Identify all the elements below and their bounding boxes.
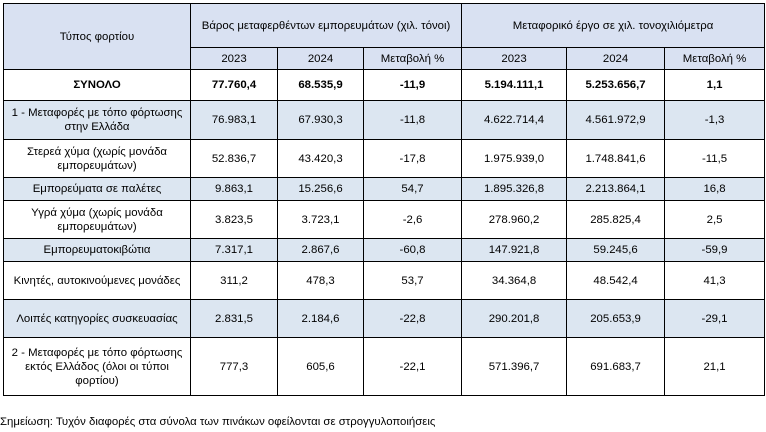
cell: 15.256,6 — [277, 177, 364, 201]
cell: -2,6 — [362, 200, 463, 239]
cell: 2.213.864,1 — [566, 177, 666, 201]
cell: 5.253.656,7 — [566, 69, 666, 101]
sub-header: 2024 — [566, 47, 666, 70]
header-row-1: Τύπος φορτίου Βάρος μεταφερθέντων εμπορε… — [3, 3, 766, 70]
cell: 7.317,1 — [190, 238, 278, 262]
cell: 777,3 — [190, 337, 278, 396]
cell: 605,6 — [277, 337, 364, 396]
freight-table: Τύπος φορτίου Βάρος μεταφερθέντων εμπορε… — [3, 3, 766, 396]
cell: 147.921,8 — [461, 238, 568, 262]
cell: 16,8 — [664, 177, 766, 201]
cell: 1.975.939,0 — [461, 139, 568, 178]
cell: 54,7 — [362, 177, 463, 201]
table-row: Εμπορεύματα σε παλέτες 9.863,1 15.256,6 … — [3, 177, 766, 201]
table-row: 1 - Μεταφορές με τόπο φόρτωσης στην Ελλά… — [3, 100, 766, 140]
row-label: ΣΥΝΟΛΟ — [3, 69, 191, 101]
row-label: 2 - Μεταφορές με τόπο φόρτωσης εκτός Ελλ… — [3, 337, 191, 396]
cell: 571.396,7 — [461, 337, 568, 396]
cell: 1,1 — [664, 69, 766, 101]
cell: 2.184,6 — [277, 299, 364, 338]
cell: 4.622.714,4 — [461, 100, 568, 140]
cell: 5.194.111,1 — [461, 69, 568, 101]
row-label: Στερεά χύμα (χωρίς μονάδα εμπορευμάτων) — [3, 139, 191, 178]
cell: 2,5 — [664, 200, 766, 239]
row-label: Υγρά χύμα (χωρίς μονάδα εμπορευμάτων) — [3, 200, 191, 239]
cell: 2.867,6 — [277, 238, 364, 262]
cell: 43.420,3 — [277, 139, 364, 178]
cell: -17,8 — [362, 139, 463, 178]
cell: 68.535,9 — [277, 69, 364, 101]
cell: 2.831,5 — [190, 299, 278, 338]
cell: -11,8 — [362, 100, 463, 140]
table-row: Εμπορευματοκιβώτια 7.317,1 2.867,6 -60,8… — [3, 238, 766, 262]
cell: 53,7 — [362, 261, 463, 300]
row-label: Εμπορεύματα σε παλέτες — [3, 177, 191, 201]
cell: 691.683,7 — [566, 337, 666, 396]
cell: 21,1 — [664, 337, 766, 396]
sub-header: 2023 — [190, 47, 278, 70]
cell: 76.983,1 — [190, 100, 278, 140]
footnote: Σημείωση: Τυχόν διαφορές στα σύνολα των … — [0, 416, 436, 428]
cell: 34.364,8 — [461, 261, 568, 300]
cell: 9.863,1 — [190, 177, 278, 201]
cell: 41,3 — [664, 261, 766, 300]
cell: 67.930,3 — [277, 100, 364, 140]
header-row-2: 2023 2024 Μεταβολή % 2023 2024 Μεταβολή … — [4, 47, 766, 70]
cell: -1,3 — [664, 100, 766, 140]
cell: 77.760,4 — [190, 69, 278, 101]
cell: 1.748.841,6 — [566, 139, 666, 178]
cell: 278.960,2 — [461, 200, 568, 239]
sub-header: 2023 — [461, 47, 568, 70]
sub-header: Μεταβολή % — [664, 47, 766, 70]
cell: -60,8 — [362, 238, 463, 262]
row-label: 1 - Μεταφορές με τόπο φόρτωσης στην Ελλά… — [3, 100, 191, 140]
work-group-header: Μεταφορικό έργο σε χιλ. τονοχιλιόμετρα — [461, 3, 766, 48]
cell: 3.823,5 — [190, 200, 278, 239]
table-row-total: ΣΥΝΟΛΟ 77.760,4 68.535,9 -11,9 5.194.111… — [3, 69, 766, 101]
cell: 52.836,7 — [190, 139, 278, 178]
cell: 311,2 — [190, 261, 278, 300]
cell: -29,1 — [664, 299, 766, 338]
row-label: Εμπορευματοκιβώτια — [3, 238, 191, 262]
row-label: Λοιπές κατηγορίες συσκευασίας — [3, 299, 191, 338]
cell: 48.542,4 — [566, 261, 666, 300]
weight-group-header: Βάρος μεταφερθέντων εμπορευμάτων (χιλ. τ… — [189, 3, 463, 48]
cell: 4.561.972,9 — [566, 100, 666, 140]
cell: -22,8 — [362, 299, 463, 338]
col-type-header: Τύπος φορτίου — [3, 3, 191, 70]
cell: 290.201,8 — [461, 299, 568, 338]
sub-header: Μεταβολή % — [362, 47, 463, 70]
cell: -59,9 — [664, 238, 766, 262]
table-row: Κινητές, αυτοκινούμενες μονάδες 311,2 47… — [3, 261, 766, 300]
cell: 285.825,4 — [566, 200, 666, 239]
cell: 1.895.326,8 — [461, 177, 568, 201]
cell: 3.723,1 — [277, 200, 364, 239]
table-row: Υγρά χύμα (χωρίς μονάδα εμπορευμάτων) 3.… — [3, 200, 766, 239]
cell: -22,1 — [362, 337, 463, 396]
sub-header: 2024 — [277, 47, 364, 70]
cell: 205.653,9 — [566, 299, 666, 338]
table-row: Στερεά χύμα (χωρίς μονάδα εμπορευμάτων) … — [3, 139, 766, 178]
table-row: Λοιπές κατηγορίες συσκευασίας 2.831,5 2.… — [3, 299, 766, 338]
cell: 59.245,6 — [566, 238, 666, 262]
table-row: 2 - Μεταφορές με τόπο φόρτωσης εκτός Ελλ… — [3, 337, 766, 396]
cell: 478,3 — [277, 261, 364, 300]
row-label: Κινητές, αυτοκινούμενες μονάδες — [3, 261, 191, 300]
cell: -11,9 — [362, 69, 463, 101]
cell: -11,5 — [664, 139, 766, 178]
